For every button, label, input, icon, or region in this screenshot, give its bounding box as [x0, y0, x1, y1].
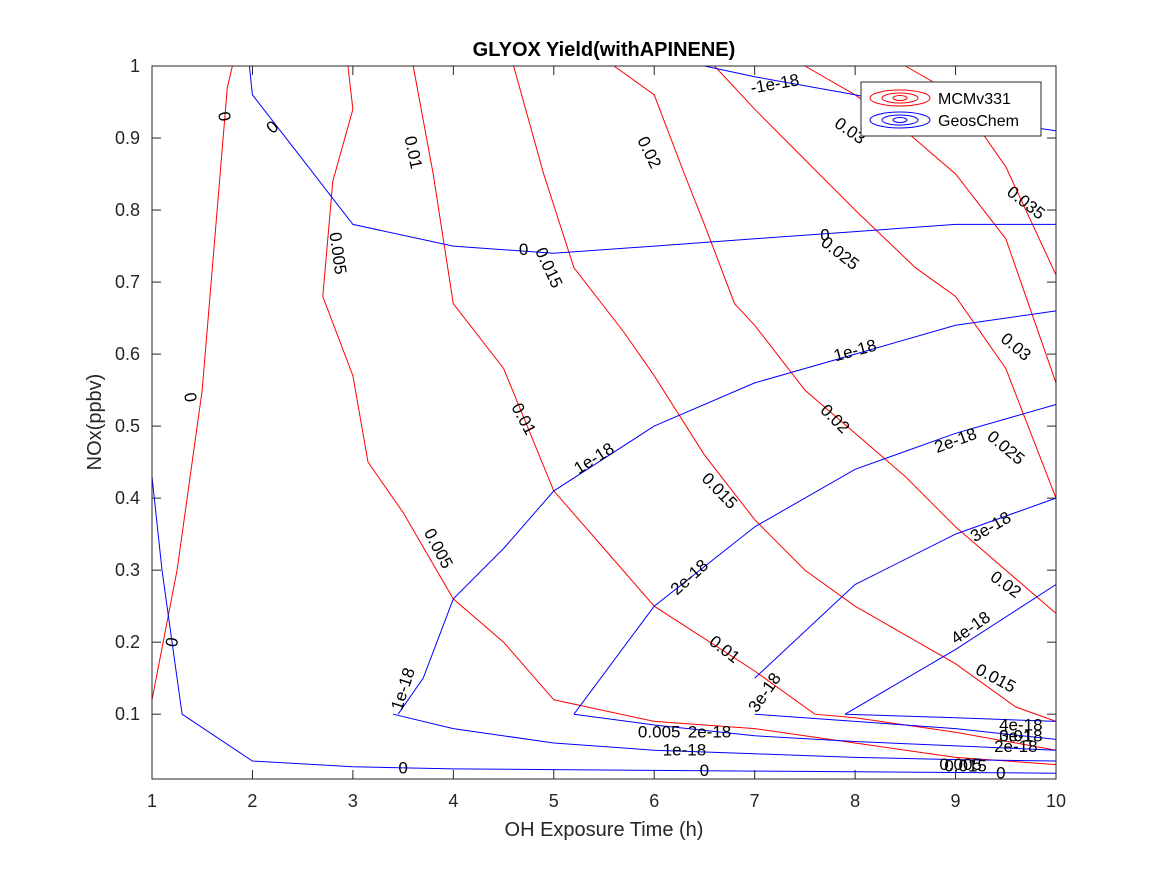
contour-label-text: 0 [162, 636, 182, 648]
x-tick-label: 8 [850, 791, 860, 811]
contour-label-35: 3e-18 [999, 726, 1042, 745]
y-tick-label: 0.3 [115, 560, 140, 580]
geoschem-contour-line-6 [573, 713, 1057, 751]
geoschem-contour-line-0 [151, 476, 1057, 774]
y-axis-ticks: 0.1 0.2 0.3 0.4 0.5 0.6 0.7 0.8 0.9 1 [115, 56, 1056, 724]
geoschem-contour-line-8 [754, 713, 1057, 740]
geoschem-contour-line-9 [844, 584, 1057, 715]
chart-title: GLYOX Yield(withAPINENE) [473, 39, 736, 61]
contour-label-38: 0.005 [638, 723, 681, 742]
contour-label-text: 1e-18 [663, 741, 706, 760]
contour-label-text: 3e-18 [999, 726, 1042, 745]
contour-label-text: 2e-18 [688, 723, 731, 742]
contour-label-1: 0 [180, 391, 200, 403]
contour-label-28: 1e-18 [663, 741, 706, 760]
legend-icon-geoschem [869, 111, 931, 129]
geoschem-contour-line-7 [754, 497, 1057, 679]
contour-label-text: 0 [700, 761, 709, 780]
y-tick-label: 0.1 [115, 704, 140, 724]
contour-label-text: 0 [519, 240, 528, 259]
contour-label-37: 4e-18 [999, 716, 1042, 735]
y-tick-label: 0.5 [115, 416, 140, 436]
y-tick-label: 0.4 [115, 488, 140, 508]
x-tick-label: 4 [448, 791, 458, 811]
y-axis-label: NOx(ppbv) [84, 374, 106, 471]
x-tick-label: 2 [247, 791, 257, 811]
x-tick-label: 5 [549, 791, 559, 811]
geoschem-contour-line-3 [397, 310, 1057, 715]
contour-label-42: 0 [996, 764, 1005, 783]
contour-label-39: 0.01 [999, 726, 1032, 745]
contour-label-19: 0 [162, 636, 182, 648]
x-tick-label: 6 [649, 791, 659, 811]
y-tick-label: 0.6 [115, 344, 140, 364]
contour-label-text: 0 [180, 391, 200, 403]
geoschem-contour-line-1 [248, 65, 1056, 254]
contour-label-text: 2e-18 [994, 737, 1037, 756]
y-tick-label: 0.8 [115, 200, 140, 220]
contour-label-text: 0.015 [944, 757, 987, 776]
contour-label-text: 0 [214, 110, 234, 123]
x-tick-label: 7 [750, 791, 760, 811]
mcm-contour-line-6 [804, 65, 1057, 384]
contour-label-23: 0 [820, 226, 829, 245]
contour-label-32: 2e-18 [994, 737, 1037, 756]
x-tick-label: 3 [348, 791, 358, 811]
contour-label-31: 2e-18 [688, 723, 731, 742]
contour-label-22: 0 [519, 240, 528, 259]
geoschem-contour-line-5 [573, 404, 1057, 715]
legend-label-geoschem: GeosChem [938, 113, 1019, 130]
x-axis-ticks: 1 2 3 4 5 6 7 8 9 10 [147, 66, 1066, 811]
plot-frame [151, 65, 1057, 780]
contour-label-text: 0 [398, 759, 407, 778]
contour-lines [151, 65, 1057, 774]
geoschem-contour-line-10 [845, 713, 1057, 722]
contour-label-text: 0 [820, 226, 829, 245]
y-tick-label: 0.7 [115, 272, 140, 292]
mcm-contour-line-0 [151, 65, 233, 700]
contour-label-40: 0.005 [939, 755, 982, 774]
mcm-contour-line-2 [412, 65, 1057, 751]
contour-label-20: 0 [398, 759, 407, 778]
contour-label-text: 4e-18 [999, 716, 1042, 735]
mcm-contour-line-4 [613, 65, 1057, 614]
y-tick-label: 1 [130, 56, 140, 76]
geoschem-contour-line-4 [392, 713, 1057, 762]
x-tick-label: 9 [951, 791, 961, 811]
legend-icon-mcm [869, 89, 931, 107]
legend-label-mcm: MCMv331 [938, 91, 1011, 108]
legend: MCMv331 GeosChem [860, 81, 1042, 137]
contour-label-text: 0.005 [939, 755, 982, 774]
x-axis-label: OH Exposure Time (h) [505, 819, 704, 841]
mcm-contour-line-5 [714, 65, 1057, 499]
contour-label-41: 0.015 [944, 757, 987, 776]
contour-label-text: 0.005 [638, 723, 681, 742]
contour-label-text: 0.01 [999, 726, 1032, 745]
legend-box [860, 81, 1042, 137]
y-tick-label: 0.9 [115, 128, 140, 148]
contour-label-21: 0 [700, 761, 709, 780]
plot-area [152, 66, 1056, 779]
y-tick-label: 0.2 [115, 632, 140, 652]
contour-label-0: 0 [214, 110, 234, 123]
contour-label-text: 0 [996, 764, 1005, 783]
x-tick-label: 1 [147, 791, 157, 811]
x-tick-label: 10 [1046, 791, 1066, 811]
